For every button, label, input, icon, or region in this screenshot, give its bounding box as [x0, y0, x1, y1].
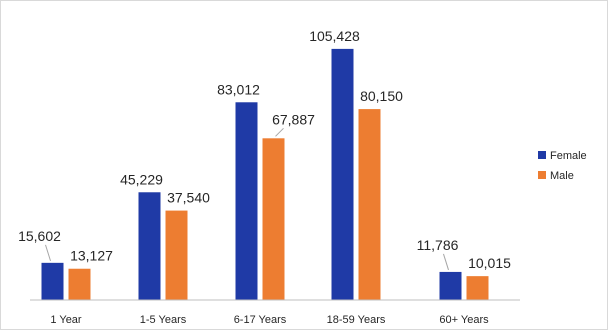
data-label-male-4: 10,015 — [468, 255, 511, 271]
data-label-female-0: 15,602 — [18, 228, 61, 244]
data-label-female-1: 45,229 — [120, 171, 163, 187]
data-label-male-2: 67,887 — [272, 111, 315, 127]
data-label-male-1: 37,540 — [167, 190, 210, 206]
bar-female-2 — [235, 102, 258, 300]
category-label-2: 6-17 Years — [234, 314, 287, 326]
bar-female-0 — [41, 262, 64, 300]
bar-female-4 — [439, 271, 462, 300]
category-label-0: 1 Year — [50, 314, 82, 326]
data-label-female-2: 83,012 — [217, 81, 260, 97]
category-labels-group: 1 Year 1-5 Years 6-17 Years 18-59 Years 60+ … — [50, 314, 489, 326]
legend-label-female: Female — [550, 150, 587, 162]
data-label-female-4: 11,786 — [417, 237, 459, 253]
bar-female-1 — [138, 192, 161, 300]
legend-swatch-male — [538, 171, 546, 179]
bar-male-3 — [358, 109, 381, 300]
data-label-male-3: 80,150 — [360, 88, 403, 104]
legend: Female Male — [538, 150, 587, 182]
bar-male-2 — [262, 138, 285, 300]
data-label-female-3: 105,428 — [309, 28, 360, 44]
category-label-4: 60+ Years — [439, 314, 489, 326]
legend-label-male: Male — [550, 170, 574, 182]
leader-line-4 — [443, 253, 449, 271]
bar-male-1 — [165, 210, 188, 300]
bar-male-4 — [466, 276, 489, 300]
bar-male-0 — [68, 268, 91, 300]
category-label-3: 18-59 Years — [327, 314, 386, 326]
category-label-1: 1-5 Years — [140, 314, 187, 326]
bar-female-3 — [331, 48, 354, 300]
bars-group — [41, 48, 489, 300]
leader-line-male-2 — [275, 127, 284, 137]
leader-line-0 — [45, 244, 51, 261]
legend-swatch-female — [538, 151, 546, 159]
data-label-male-0: 13,127 — [70, 248, 113, 264]
